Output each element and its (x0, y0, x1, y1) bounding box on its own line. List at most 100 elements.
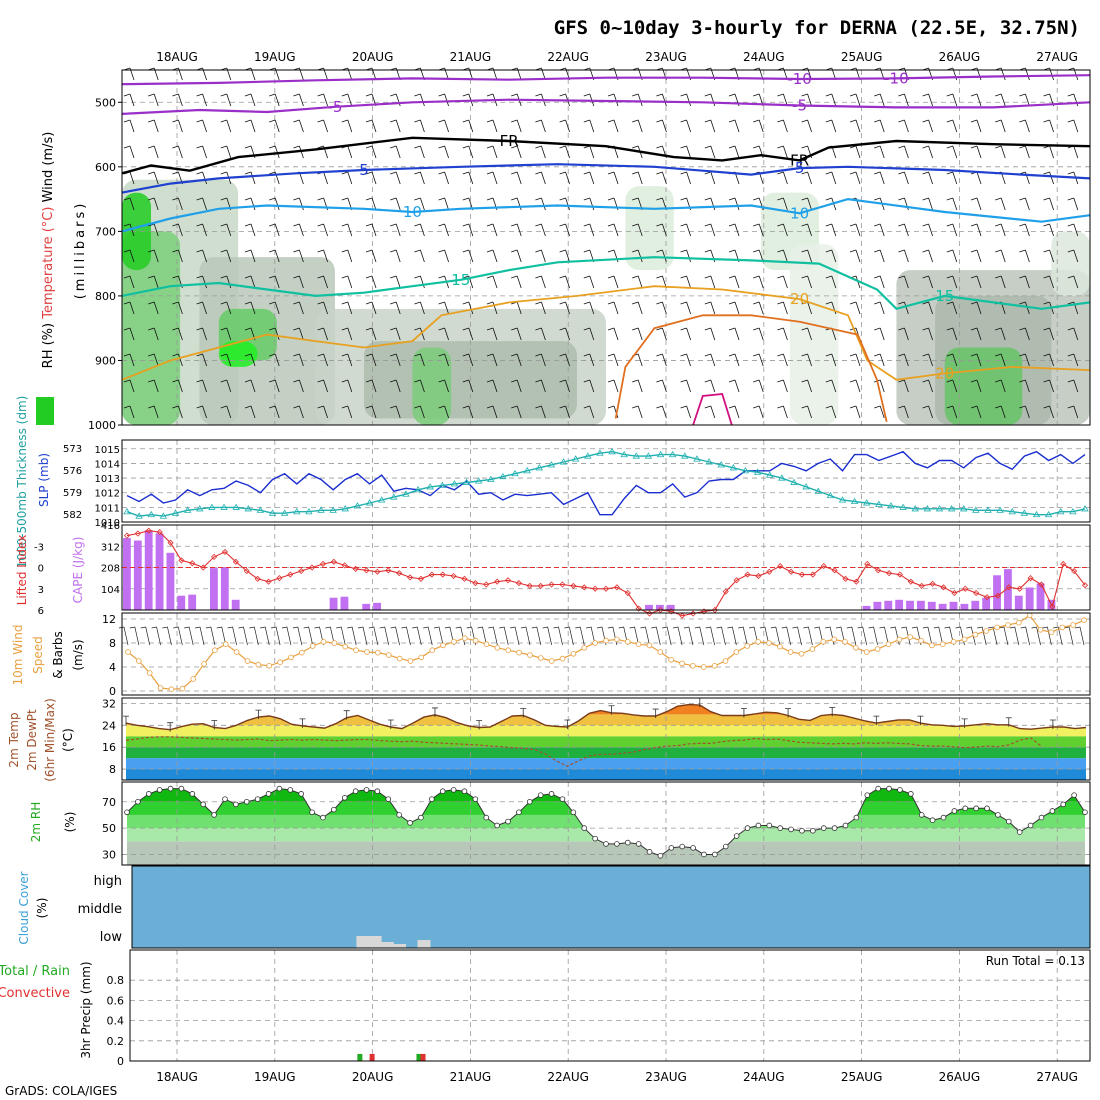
wind-barb (486, 301, 498, 315)
wind-speed-marker (342, 643, 349, 650)
minmax-whisker (608, 705, 615, 715)
precip-bar (369, 1053, 375, 1061)
isotherm-label: 20 (935, 364, 954, 382)
panel-frame (121, 524, 1091, 611)
wind-speed-marker (201, 661, 207, 667)
slp-tick-label: 1011 (95, 503, 120, 514)
wind-barb (632, 171, 643, 185)
wind-barb (390, 301, 401, 315)
wind-barb (172, 353, 183, 367)
wind-speed-marker (907, 634, 913, 640)
wind-barb (486, 145, 498, 159)
lifted-index-marker (831, 567, 838, 574)
rh-marker (385, 796, 392, 802)
wind-barb (414, 405, 425, 419)
wind-barb (777, 145, 788, 159)
rh-marker (1049, 808, 1056, 814)
wind-barb (607, 327, 619, 341)
thickness-marker (414, 485, 422, 493)
wind-barb (583, 171, 595, 185)
surface-wind-barb (814, 626, 824, 646)
surface-wind-barb (477, 626, 487, 646)
wind-barb (995, 249, 1006, 263)
wind-barb (801, 353, 812, 367)
y-tick-label: 500 (95, 96, 116, 109)
wind-barb (511, 223, 522, 237)
wind-barb (414, 93, 425, 107)
rh-marker (320, 814, 326, 821)
surface-wind-barb (249, 626, 259, 646)
temp-ylabel: 2m DewPt (25, 709, 39, 771)
temp-line (125, 703, 1087, 731)
wind-barb (414, 353, 425, 367)
lifted-index-marker (940, 584, 947, 591)
surface-wind-barb (575, 626, 585, 646)
day-label-top: 23AUG (645, 50, 687, 64)
wind-barb (220, 119, 232, 133)
wind-barb (656, 405, 667, 419)
precip-bar (416, 1053, 422, 1061)
wind-speed-marker (929, 642, 935, 649)
wind-barb (656, 171, 667, 185)
wind-barb (244, 197, 256, 211)
wind-speed-marker (396, 655, 403, 662)
surface-wind-barb (662, 626, 672, 646)
wind-barb (777, 223, 788, 237)
cape-bar (1036, 583, 1045, 610)
wind-barb (825, 379, 837, 393)
cape-bar (1025, 587, 1034, 610)
wind-barb (583, 223, 595, 237)
thickness-marker (584, 452, 592, 459)
surface-wind-barb (173, 626, 183, 646)
cloud-level-label: middle (78, 902, 122, 917)
wind-barb (704, 93, 716, 107)
surface-wind-barb (683, 626, 694, 646)
precip-legend-total: Total / Rain (0, 964, 70, 979)
wind-barb (535, 405, 546, 419)
thickness-tick-label: 573 (63, 444, 82, 455)
low-cloud-bar (356, 936, 370, 948)
wind-barb (1043, 249, 1054, 263)
wind-barb (438, 171, 449, 185)
thickness-marker (353, 502, 362, 509)
run-total: Run Total = 0.13 (986, 954, 1085, 968)
wind-barb (341, 379, 353, 393)
wind-barb (535, 249, 546, 263)
rh-marker (897, 787, 903, 793)
wind-barb (317, 405, 328, 419)
wind-barb (607, 119, 619, 133)
thickness-marker (814, 487, 822, 494)
wind-barb (196, 249, 207, 263)
wind-barb (1043, 223, 1054, 237)
wind-speed-marker (179, 685, 186, 692)
wind-barb (995, 197, 1006, 211)
wind-barb (269, 93, 280, 107)
rh-marker (276, 785, 283, 792)
thickness-marker (293, 507, 301, 515)
panel-frame (121, 697, 1091, 781)
wind-barb (728, 301, 740, 315)
wind-barb (874, 119, 885, 133)
pressure-unit-text: (millibars) (73, 201, 88, 300)
lifted-index-marker (635, 605, 642, 612)
thickness-marker (1032, 510, 1041, 518)
wind-barb (849, 301, 861, 315)
wind-barb (123, 197, 135, 211)
surface-wind-barb (781, 626, 792, 646)
minmax-whisker (917, 715, 924, 726)
wind-barb (317, 327, 328, 341)
wind-barb (656, 93, 667, 107)
wind-barb (438, 405, 449, 419)
rh-marker (744, 825, 751, 831)
thickness-tick-label: 576 (63, 466, 82, 477)
wind-barb (946, 197, 958, 211)
wind-barb (172, 327, 183, 341)
wind-barb (922, 223, 933, 237)
wind-speed-marker (146, 670, 153, 676)
precip-tick-label: 0.2 (107, 1035, 125, 1048)
wind-barb (801, 197, 812, 211)
lifted-index-marker (298, 567, 305, 575)
wind-speed-marker (157, 685, 164, 691)
wind-barb (341, 249, 353, 263)
wind-speed-marker (483, 641, 490, 647)
